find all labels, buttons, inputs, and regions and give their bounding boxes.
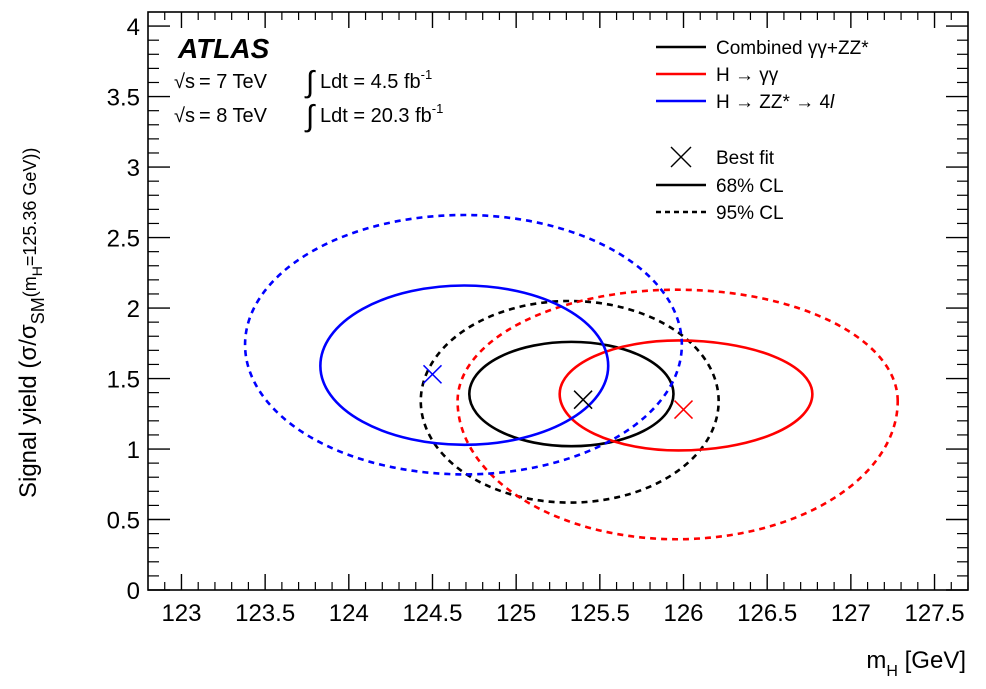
legend-label-4l: H → ZZ* → 4l xyxy=(716,92,835,113)
best-fit-marker-combined xyxy=(573,390,593,410)
lumi-exponent: -1 xyxy=(432,101,444,116)
lumi-exponent: -1 xyxy=(421,67,433,82)
contour-95cl-combined xyxy=(419,299,720,504)
x-tick-label: 124 xyxy=(329,600,369,627)
legend: Combined γγ+ZZ* H → γγ H → ZZ* → 4l Best… xyxy=(656,38,869,224)
x-tick-label: 127.5 xyxy=(904,600,964,627)
contour-layer xyxy=(243,213,900,541)
integral-symbol: ∫ xyxy=(304,100,316,133)
best-fit-marker-4l xyxy=(422,364,443,384)
contour-95cl-gammagamma xyxy=(456,288,900,541)
x-axis-ticks: 123 123.5 124 124.5 125 125.5 126 126.5 127 127.5 xyxy=(161,12,969,627)
x-tick-label: 125 xyxy=(496,600,536,627)
svg-text:Ldt = 4.5 fb-1: Ldt = 4.5 fb-1 xyxy=(320,67,432,93)
y-tick-label: 1.5 xyxy=(107,367,140,394)
contour-68cl-combined xyxy=(468,340,675,448)
svg-text:√s= 8 TeV: √s = 8 TeV xyxy=(174,105,268,127)
y-tick-label: 2.5 xyxy=(107,226,140,253)
x-tick-label: 126.5 xyxy=(737,600,797,627)
sqrt-s-label: √s xyxy=(174,105,195,127)
energy-label: = 8 TeV xyxy=(199,105,268,127)
y-tick-label: 2 xyxy=(127,296,140,323)
legend-label-gammagamma: H → γγ xyxy=(716,65,779,86)
x-tick-label: 125.5 xyxy=(570,600,630,627)
x-tick-label: 123.5 xyxy=(235,600,295,627)
y-tick-label: 3.5 xyxy=(107,85,140,112)
legend-marker-best-fit xyxy=(670,146,692,168)
x-tick-label: 123 xyxy=(161,600,201,627)
energy-line-2: √s = 8 TeV ∫ Ldt = 20.3 fb-1 xyxy=(174,100,443,133)
experiment-label: ATLAS xyxy=(177,33,270,64)
y-tick-label: 4 xyxy=(127,14,140,41)
y-tick-label: 1 xyxy=(127,437,140,464)
legend-label-best-fit: Best fit xyxy=(716,148,775,169)
y-axis-title: Signal yield (σ/σSM(mH=125.36 GeV)) xyxy=(15,148,48,498)
svg-text:√s= 7 TeV: √s = 7 TeV xyxy=(174,71,268,93)
y-tick-label: 0.5 xyxy=(107,508,140,535)
contour-68cl-gammagamma xyxy=(558,339,814,452)
x-tick-label: 126 xyxy=(663,600,703,627)
contour-95cl-4l xyxy=(243,213,684,476)
sqrt-s-label: √s xyxy=(174,71,195,93)
best-fit-markers xyxy=(422,364,694,420)
lumi-label: Ldt = 20.3 fb xyxy=(320,105,432,127)
y-tick-label: 0 xyxy=(127,578,140,605)
x-axis-title: mH [GeV] xyxy=(866,647,966,680)
y-axis-ticks: 0 0.5 1 1.5 2 2.5 3 3.5 4 xyxy=(107,14,968,605)
energy-label: = 7 TeV xyxy=(199,71,268,93)
legend-label-combined: Combined γγ+ZZ* xyxy=(716,38,869,59)
integral-symbol: ∫ xyxy=(304,66,316,99)
legend-label-95cl: 95% CL xyxy=(716,203,784,224)
y-tick-label: 3 xyxy=(127,155,140,182)
contour-68cl-4l xyxy=(319,284,610,447)
energy-line-1: √s = 7 TeV ∫ Ldt = 4.5 fb-1 xyxy=(174,66,432,99)
best-fit-marker-gammagamma xyxy=(673,400,694,420)
legend-label-68cl: 68% CL xyxy=(716,176,784,197)
x-tick-label: 127 xyxy=(831,600,871,627)
plot-frame xyxy=(147,11,969,591)
x-tick-label: 124.5 xyxy=(402,600,462,627)
lumi-label: Ldt = 4.5 fb xyxy=(320,71,421,93)
svg-text:Ldt = 20.3 fb-1: Ldt = 20.3 fb-1 xyxy=(320,101,443,127)
